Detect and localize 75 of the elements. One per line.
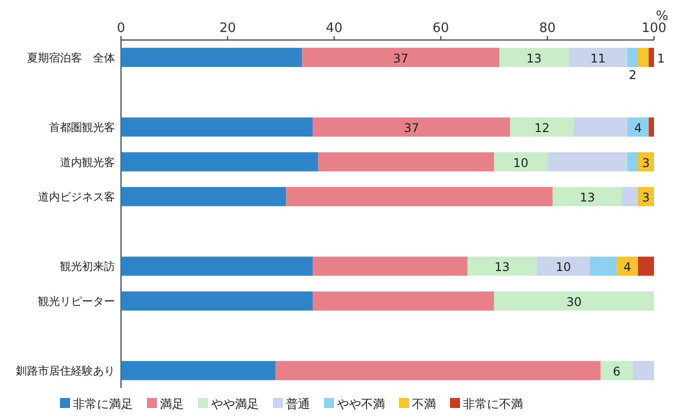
data-label: 10: [556, 260, 572, 274]
y-tick-label: 夏期宿泊客 全体: [27, 51, 115, 64]
legend-label: 不満: [412, 397, 436, 411]
bar: [638, 48, 649, 67]
bar: [494, 291, 654, 311]
legend-label: 満足: [160, 397, 184, 411]
bar: [121, 361, 276, 380]
bar: [627, 152, 638, 172]
y-tick-label: 道内観光客: [60, 156, 115, 169]
data-label: 4: [624, 260, 632, 274]
y-tick-label: 道内ビジネス客: [38, 190, 115, 204]
data-label: 30: [566, 295, 582, 309]
data-label: 12: [534, 121, 550, 135]
bar: [638, 256, 654, 276]
y-tick-label: 釧路市居住経験あり: [16, 364, 115, 378]
data-label: 2: [628, 68, 636, 82]
bar: [121, 256, 313, 276]
bar: [638, 152, 654, 172]
bar: [312, 117, 510, 137]
data-label: 3: [642, 156, 650, 170]
x-tick-label: 20: [219, 21, 236, 36]
legend-label: 普通: [286, 397, 310, 411]
bar: [552, 187, 622, 206]
bar: [318, 152, 494, 172]
legend-label: 非常に満足: [73, 397, 133, 411]
bar: [499, 48, 569, 67]
bar: [600, 361, 633, 380]
bar: [510, 117, 574, 137]
data-label: 13: [526, 51, 542, 66]
data-label: 3: [642, 190, 650, 205]
bar: [312, 256, 468, 276]
bar: [276, 361, 601, 380]
bar: [494, 152, 548, 172]
bar: [648, 48, 654, 67]
y-tick-label: 首都圏観光客: [49, 121, 115, 134]
data-label: 6: [612, 364, 621, 379]
data-label: 4: [634, 121, 642, 135]
bar: [632, 361, 654, 380]
legend-label: 非常に不満: [463, 397, 523, 411]
x-axis-title: %: [656, 9, 668, 24]
bar: [648, 117, 654, 137]
bar: [121, 187, 286, 206]
bar: [121, 291, 313, 311]
bar: [121, 117, 313, 137]
bar: [574, 117, 628, 137]
bar: [121, 152, 318, 172]
bar: [312, 291, 494, 311]
bar: [590, 256, 617, 276]
legend-label: やや不満: [337, 397, 385, 411]
data-label: 11: [590, 51, 606, 66]
bar: [627, 48, 638, 67]
data-label: 13: [494, 260, 510, 274]
bar: [568, 48, 628, 67]
x-tick-label: 100: [642, 21, 666, 36]
x-tick-label: 40: [326, 21, 342, 36]
x-tick-label: 0: [116, 21, 126, 36]
bar: [467, 256, 537, 276]
x-tick-label: 80: [539, 21, 556, 36]
data-label: 37: [393, 51, 408, 66]
y-tick-label: 観光初来訪: [60, 260, 115, 274]
data-label: 1: [657, 51, 665, 66]
bar: [536, 256, 590, 276]
bar: [302, 48, 500, 67]
bar: [286, 187, 553, 206]
legend-label: やや満足: [211, 397, 259, 411]
bar: [547, 152, 628, 172]
bar: [622, 187, 638, 206]
data-label: 10: [513, 156, 528, 170]
x-tick-label: 60: [432, 21, 450, 36]
data-label: 37: [404, 121, 420, 135]
bar: [121, 48, 302, 67]
y-tick-label: 観光リピーター: [38, 295, 115, 308]
bar: [627, 117, 649, 137]
bar: [616, 256, 638, 276]
data-label: 13: [580, 190, 596, 205]
